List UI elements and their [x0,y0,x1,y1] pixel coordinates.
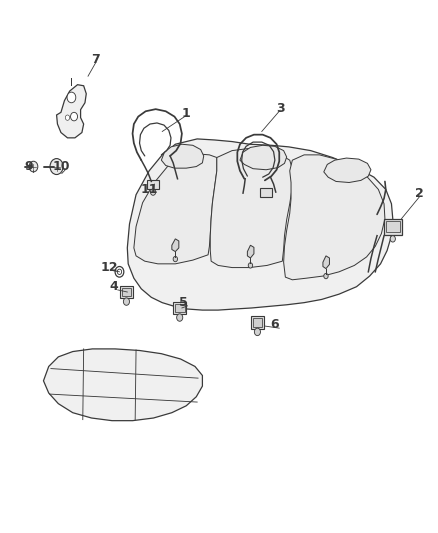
FancyBboxPatch shape [122,288,131,296]
Text: 1: 1 [182,107,191,120]
Polygon shape [284,155,385,280]
FancyBboxPatch shape [261,188,272,197]
Polygon shape [247,245,254,258]
FancyBboxPatch shape [175,304,184,312]
FancyBboxPatch shape [384,219,402,235]
Polygon shape [240,146,287,169]
Circle shape [254,328,261,336]
Circle shape [177,314,183,321]
Polygon shape [210,149,293,268]
FancyBboxPatch shape [386,221,400,232]
Text: 9: 9 [25,160,33,173]
Circle shape [390,236,396,242]
Text: 5: 5 [179,296,187,309]
Polygon shape [127,139,393,310]
Polygon shape [172,239,179,252]
Circle shape [50,159,63,174]
Text: 6: 6 [271,319,279,332]
Text: 2: 2 [416,187,424,200]
Circle shape [173,256,177,262]
Polygon shape [161,144,204,168]
FancyBboxPatch shape [173,302,186,314]
Circle shape [67,92,76,103]
Circle shape [29,161,38,172]
Polygon shape [134,154,217,264]
FancyBboxPatch shape [253,318,262,327]
Text: 12: 12 [100,261,118,274]
Polygon shape [324,158,371,182]
Circle shape [124,298,130,305]
Circle shape [150,189,155,195]
Polygon shape [57,85,86,138]
Circle shape [65,115,70,120]
Circle shape [71,112,78,121]
Text: 11: 11 [141,183,158,196]
Text: 4: 4 [109,280,118,293]
Text: 7: 7 [92,53,100,66]
FancyBboxPatch shape [120,286,133,298]
Circle shape [324,273,328,279]
FancyBboxPatch shape [251,316,264,329]
Circle shape [248,263,253,268]
Text: 10: 10 [52,160,70,173]
Polygon shape [323,256,329,269]
FancyBboxPatch shape [147,180,159,189]
Text: 3: 3 [276,102,284,115]
Polygon shape [43,349,202,421]
